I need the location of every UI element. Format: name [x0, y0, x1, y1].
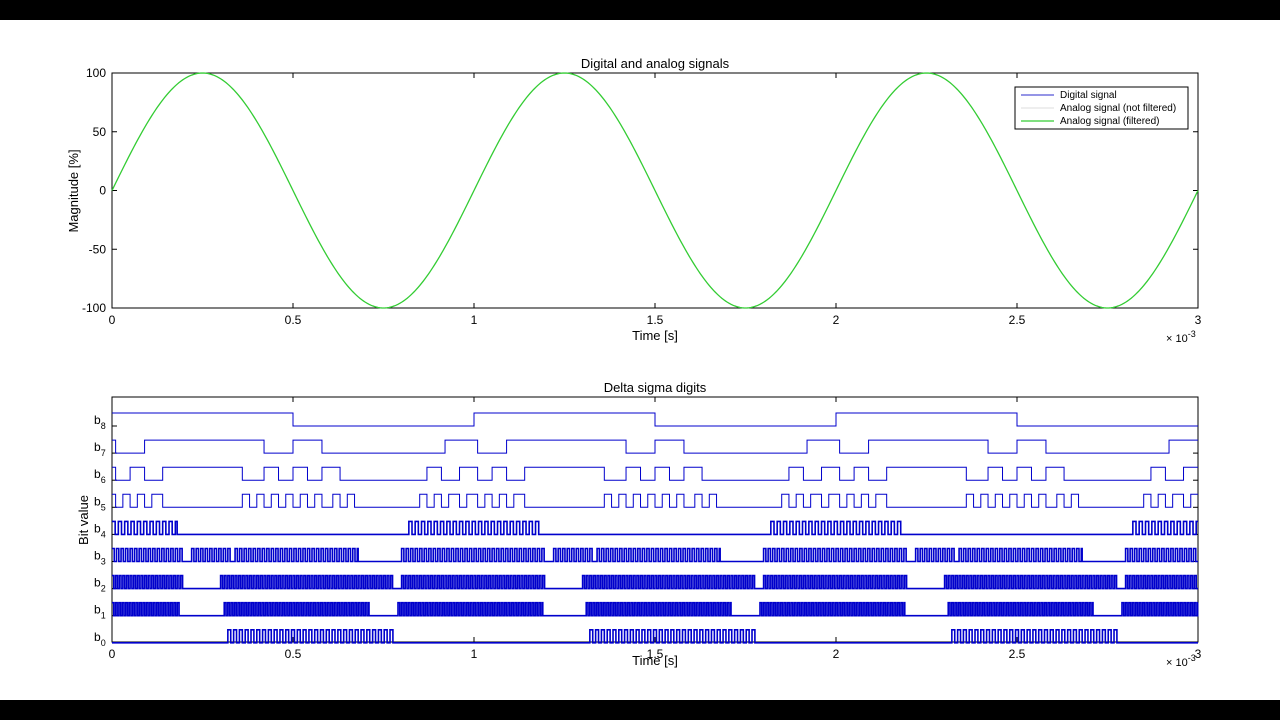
top-chart-title: Digital and analog signals — [581, 56, 730, 71]
bottom-x-tick-label: 2 — [833, 647, 840, 661]
digit-series-b5 — [112, 493, 1198, 508]
bottom-chart-title: Delta sigma digits — [604, 380, 707, 395]
top-y-ticks: 100 50 0 -50 -100 — [82, 66, 1198, 315]
bottom-y-tick-label: b6 — [94, 467, 106, 485]
top-axes: Digital and analog signals 0 0.5 1 1.5 2 2.5 3… — [66, 56, 1202, 345]
bottom-y-tick-label: b8 — [94, 413, 106, 431]
bottom-y-tick-label: b2 — [94, 576, 106, 594]
top-x-exponent: × 10-3 — [1166, 329, 1196, 345]
bottom-axes: Delta sigma digits 0 0.5 1 1.5 2 2.5 3 b8b7b6b… — [76, 380, 1202, 669]
top-y-tick-label: 50 — [93, 125, 107, 139]
digit-series-b8 — [112, 412, 1198, 427]
top-x-tick-label: 0 — [109, 313, 116, 327]
bottom-x-tick-label: 0 — [109, 647, 116, 661]
digit-series-b0 — [112, 629, 1198, 644]
legend: Digital signal Analog signal (not filter… — [1014, 86, 1189, 130]
bottom-x-tick-label: 3 — [1195, 647, 1202, 661]
bottom-x-tick-label: 1 — [471, 647, 478, 661]
top-y-tick-label: 100 — [86, 66, 106, 80]
top-x-tick-label: 3 — [1195, 313, 1202, 327]
legend-label-analog-filtered: Analog signal (filtered) — [1060, 116, 1160, 127]
top-y-tick-label: 0 — [99, 184, 106, 198]
top-y-tick-label: -100 — [82, 301, 106, 315]
bottom-y-tick-label: b7 — [94, 440, 106, 458]
bottom-y-axis-label: Bit value — [76, 495, 91, 545]
top-x-axis-label: Time [s] — [632, 328, 678, 343]
digit-series-b1 — [112, 601, 1199, 617]
bottom-x-exponent: × 10-3 — [1166, 653, 1196, 669]
legend-label-analog-unfiltered: Analog signal (not filtered) — [1060, 103, 1176, 114]
top-x-tick-label: 2 — [833, 313, 840, 327]
bottom-x-ticks: 0 0.5 1 1.5 2 2.5 3 — [109, 397, 1202, 661]
series-analog-filtered — [111, 72, 1199, 309]
bottom-y-tick-label: b3 — [94, 549, 106, 567]
bottom-y-tick-label: b1 — [94, 603, 106, 621]
top-x-tick-label: 2.5 — [1009, 313, 1026, 327]
digit-series-b7 — [112, 439, 1198, 454]
bottom-y-tick-label: b4 — [94, 521, 106, 539]
digit-series-b6 — [112, 466, 1198, 481]
bottom-x-tick-label: 1.5 — [647, 647, 664, 661]
top-series-group — [111, 72, 1199, 309]
digit-series-b3 — [112, 547, 1198, 563]
figure-svg: Digital and analog signals 0 0.5 1 1.5 2 2.5 3… — [66, 56, 1202, 669]
bottom-x-tick-label: 0.5 — [285, 647, 302, 661]
bottom-x-tick-label: 2.5 — [1009, 647, 1026, 661]
digit-series-b2 — [112, 574, 1198, 590]
figure-canvas: Digital and analog signals 0 0.5 1 1.5 2 2.5 3… — [0, 20, 1280, 700]
bottom-y-ticks: b8 b7 b6 b5 b4 b3 b2 b1 b0 — [94, 413, 1198, 648]
digit-series-b4 — [112, 520, 1198, 536]
top-x-tick-label: 1.5 — [647, 313, 664, 327]
top-y-tick-label: -50 — [89, 242, 107, 256]
bottom-y-tick-label: b5 — [94, 494, 106, 512]
bottom-axes-box — [111, 396, 1199, 643]
bottom-series-group — [112, 412, 1199, 644]
legend-label-digital: Digital signal — [1060, 90, 1117, 101]
bottom-y-tick-label: b0 — [94, 630, 106, 648]
top-x-tick-label: 0.5 — [285, 313, 302, 327]
top-x-tick-label: 1 — [471, 313, 478, 327]
top-y-axis-label: Magnitude [%] — [66, 149, 81, 232]
bottom-x-axis-label: Time [s] — [632, 653, 678, 668]
top-x-ticks: 0 0.5 1 1.5 2 2.5 3 — [109, 73, 1202, 327]
